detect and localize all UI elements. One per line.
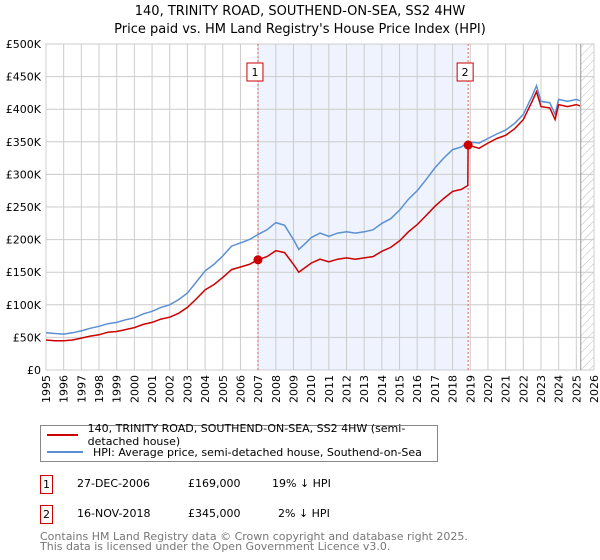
footer-licence: This data is licensed under the Open Gov… bbox=[40, 540, 391, 553]
x-tick-label: 2022 bbox=[517, 375, 530, 403]
x-tick-label: 2023 bbox=[535, 375, 548, 403]
x-tick-label: 1999 bbox=[111, 375, 124, 403]
transaction-date: 27-DEC-2006 bbox=[77, 477, 151, 490]
property-price-series-line bbox=[45, 89, 581, 342]
x-tick-label: 2008 bbox=[270, 375, 283, 403]
x-tick-label: 1996 bbox=[58, 375, 71, 403]
y-tick-label: £0 bbox=[27, 364, 41, 377]
x-tick-label: 2026 bbox=[588, 375, 600, 403]
x-tick-label: 2004 bbox=[199, 375, 212, 403]
transaction-hpi: 19% ↓ HPI bbox=[272, 477, 331, 490]
y-tick-label: £200K bbox=[6, 234, 42, 247]
sale-label-box bbox=[246, 62, 264, 82]
sale-point bbox=[253, 255, 263, 265]
legend-red-label: 140, TRINITY ROAD, SOUTHEND-ON-SEA, SS2 … bbox=[87, 422, 406, 448]
x-tick-label: 2001 bbox=[146, 375, 159, 403]
y-tick-label: £100K bbox=[6, 299, 42, 312]
transaction-date: 16-NOV-2018 bbox=[77, 507, 151, 520]
x-tick-label: 2020 bbox=[482, 375, 495, 403]
legend-red-swatch bbox=[47, 434, 78, 436]
chart-subtitle: Price paid vs. HM Land Registry's House … bbox=[114, 22, 486, 37]
sale-label: 1 bbox=[251, 66, 258, 79]
x-tick-label: 2007 bbox=[252, 375, 265, 403]
x-tick-label: 2024 bbox=[553, 375, 566, 403]
x-tick-label: 2002 bbox=[164, 375, 177, 403]
price-chart: 1995 1996 1997 1998 1999 2000 2001 2002 2003 2004… bbox=[6, 38, 600, 403]
y-tick-label: £50K bbox=[13, 331, 42, 344]
x-tick-label: 1997 bbox=[75, 375, 88, 403]
legend-blue-label: HPI: Average price, semi-detached house,… bbox=[93, 445, 422, 459]
x-tick-label: 1998 bbox=[93, 375, 106, 403]
chart-title: 140, TRINITY ROAD, SOUTHEND-ON-SEA, SS2 … bbox=[134, 4, 466, 19]
plot-border bbox=[45, 43, 595, 371]
transaction-marker: 2 bbox=[40, 505, 53, 524]
x-tick-label: 2009 bbox=[287, 375, 300, 403]
sale-point bbox=[463, 140, 473, 150]
transaction-price: £345,000 bbox=[188, 507, 241, 520]
x-tick-label: 2015 bbox=[394, 375, 407, 403]
x-tick-label: 2019 bbox=[464, 375, 477, 403]
legend: 140, TRINITY ROAD, SOUTHEND-ON-SEA, SS2 … bbox=[40, 422, 438, 462]
x-tick-label: 2010 bbox=[305, 375, 318, 403]
x-tick-label: 2013 bbox=[358, 375, 371, 403]
x-tick-label: 2011 bbox=[323, 375, 336, 403]
x-tick-label: 2018 bbox=[447, 375, 460, 403]
x-tick-label: 2021 bbox=[500, 375, 513, 403]
x-tick-label: 2003 bbox=[181, 375, 194, 403]
transaction-marker: 1 bbox=[40, 475, 53, 494]
x-tick-label: 2014 bbox=[376, 375, 389, 403]
x-tick-label: 2006 bbox=[234, 375, 247, 403]
x-tick-label: 2025 bbox=[570, 375, 583, 403]
legend-blue-swatch bbox=[47, 451, 83, 453]
y-tick-label: £300K bbox=[6, 168, 42, 181]
x-tick-label: 1995 bbox=[40, 375, 53, 403]
x-tick-label: 2016 bbox=[411, 375, 424, 403]
x-tick-label: 2005 bbox=[217, 375, 230, 403]
transaction-price: £169,000 bbox=[188, 477, 241, 490]
y-tick-label: £450K bbox=[6, 71, 42, 84]
x-tick-label: 2012 bbox=[341, 375, 354, 403]
y-tick-label: £500K bbox=[6, 38, 42, 51]
footer-copyright: Contains HM Land Registry data © Crown c… bbox=[40, 530, 468, 543]
y-tick-label: £250K bbox=[6, 201, 42, 214]
sale-label-box bbox=[456, 62, 474, 82]
sale-label: 2 bbox=[462, 66, 469, 79]
x-tick-label: 2017 bbox=[429, 375, 442, 403]
y-tick-label: £350K bbox=[6, 136, 42, 149]
x-tick-label: 2000 bbox=[128, 375, 141, 403]
y-tick-label: £150K bbox=[6, 266, 42, 279]
y-tick-label: £400K bbox=[6, 103, 42, 116]
hpi-series-line bbox=[45, 83, 581, 335]
transaction-hpi: 2% ↓ HPI bbox=[278, 507, 330, 520]
